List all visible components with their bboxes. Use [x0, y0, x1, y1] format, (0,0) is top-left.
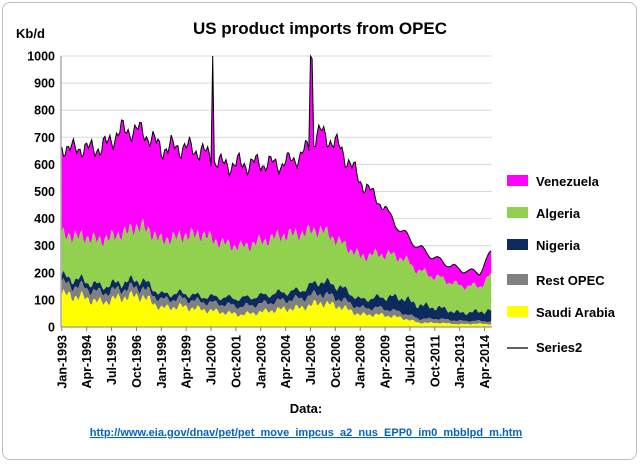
series2-line — [61, 54, 492, 276]
x-tick-label: Apr-2004 — [279, 335, 293, 389]
x-tick-label: Jul-2005 — [304, 335, 318, 385]
legend-swatch — [507, 274, 528, 285]
legend-label: Saudi Arabia — [536, 305, 616, 320]
legend-label: Series2 — [536, 340, 582, 355]
area-venezuela — [61, 56, 492, 290]
y-tick-label: 800 — [34, 104, 55, 118]
x-tick-label: Oct-2011 — [428, 335, 442, 387]
y-tick-label: 200 — [34, 266, 55, 280]
x-tick-label: Oct-1996 — [130, 335, 144, 388]
legend-label: Algeria — [536, 206, 581, 221]
y-tick-label: 300 — [34, 239, 55, 253]
x-tick-label: Apr-1999 — [180, 335, 194, 389]
legend-swatch — [507, 306, 528, 317]
x-tick-labels: Jan-1993 Apr-1994 Jul-1995 Oct-1996 Jan-1998… — [55, 327, 492, 389]
area-series — [61, 56, 492, 327]
x-tick-label: Jan-2003 — [254, 335, 268, 389]
x-tick-label: Jan-2008 — [354, 335, 368, 389]
source-link[interactable]: http://www.eia.gov/dnav/pet/pet_move_imp… — [90, 427, 523, 439]
area-saudi-arabia — [61, 288, 492, 327]
area-rest-opec — [61, 278, 492, 325]
y-tick-label: 500 — [34, 185, 55, 199]
legend-label: Rest OPEC — [536, 273, 605, 288]
legend-label: Venezuela — [536, 174, 600, 189]
axes — [60, 56, 492, 328]
x-tick-label: Jan-1998 — [155, 335, 169, 389]
y-tick-label: 100 — [34, 293, 55, 307]
x-tick-label: Jul-2000 — [205, 335, 219, 385]
x-tick-label: Jul-1995 — [105, 335, 119, 385]
y-tick-labels: 0 100 200 300 400 500 600 700 800 900 1000 — [27, 50, 55, 335]
legend-swatch — [507, 175, 528, 186]
total-line — [61, 54, 492, 276]
x-tick-label: Oct-2006 — [329, 335, 343, 388]
y-axis-label: Kb/d — [16, 26, 45, 41]
y-tick-label: 0 — [48, 321, 55, 335]
x-tick-label: Oct-2001 — [229, 335, 243, 388]
x-tick-label: Jul-2010 — [403, 335, 417, 385]
x-tick-label: Apr-2014 — [478, 335, 492, 389]
area-nigeria — [61, 270, 492, 323]
y-tick-label: 400 — [34, 212, 55, 226]
x-tick-label: Jan-1993 — [55, 335, 69, 389]
legend-label: Nigeria — [536, 238, 581, 253]
legend-swatch — [507, 207, 528, 218]
footer-data-label: Data: — [290, 401, 323, 416]
y-tick-label: 600 — [34, 158, 55, 172]
x-tick-label: Apr-1994 — [80, 335, 94, 389]
legend: Venezuela Algeria Nigeria Rest OPEC Saudi Ar… — [507, 174, 616, 355]
x-tick-label: Apr-2009 — [379, 335, 393, 389]
area-algeria — [61, 218, 492, 316]
legend-swatch — [507, 239, 528, 250]
chart-title: US product imports from OPEC — [193, 19, 447, 38]
y-tick-label: 700 — [34, 131, 55, 145]
x-tick-label: Jan-2013 — [453, 335, 467, 389]
y-tick-label: 1000 — [27, 50, 55, 64]
y-tick-label: 900 — [34, 77, 55, 91]
